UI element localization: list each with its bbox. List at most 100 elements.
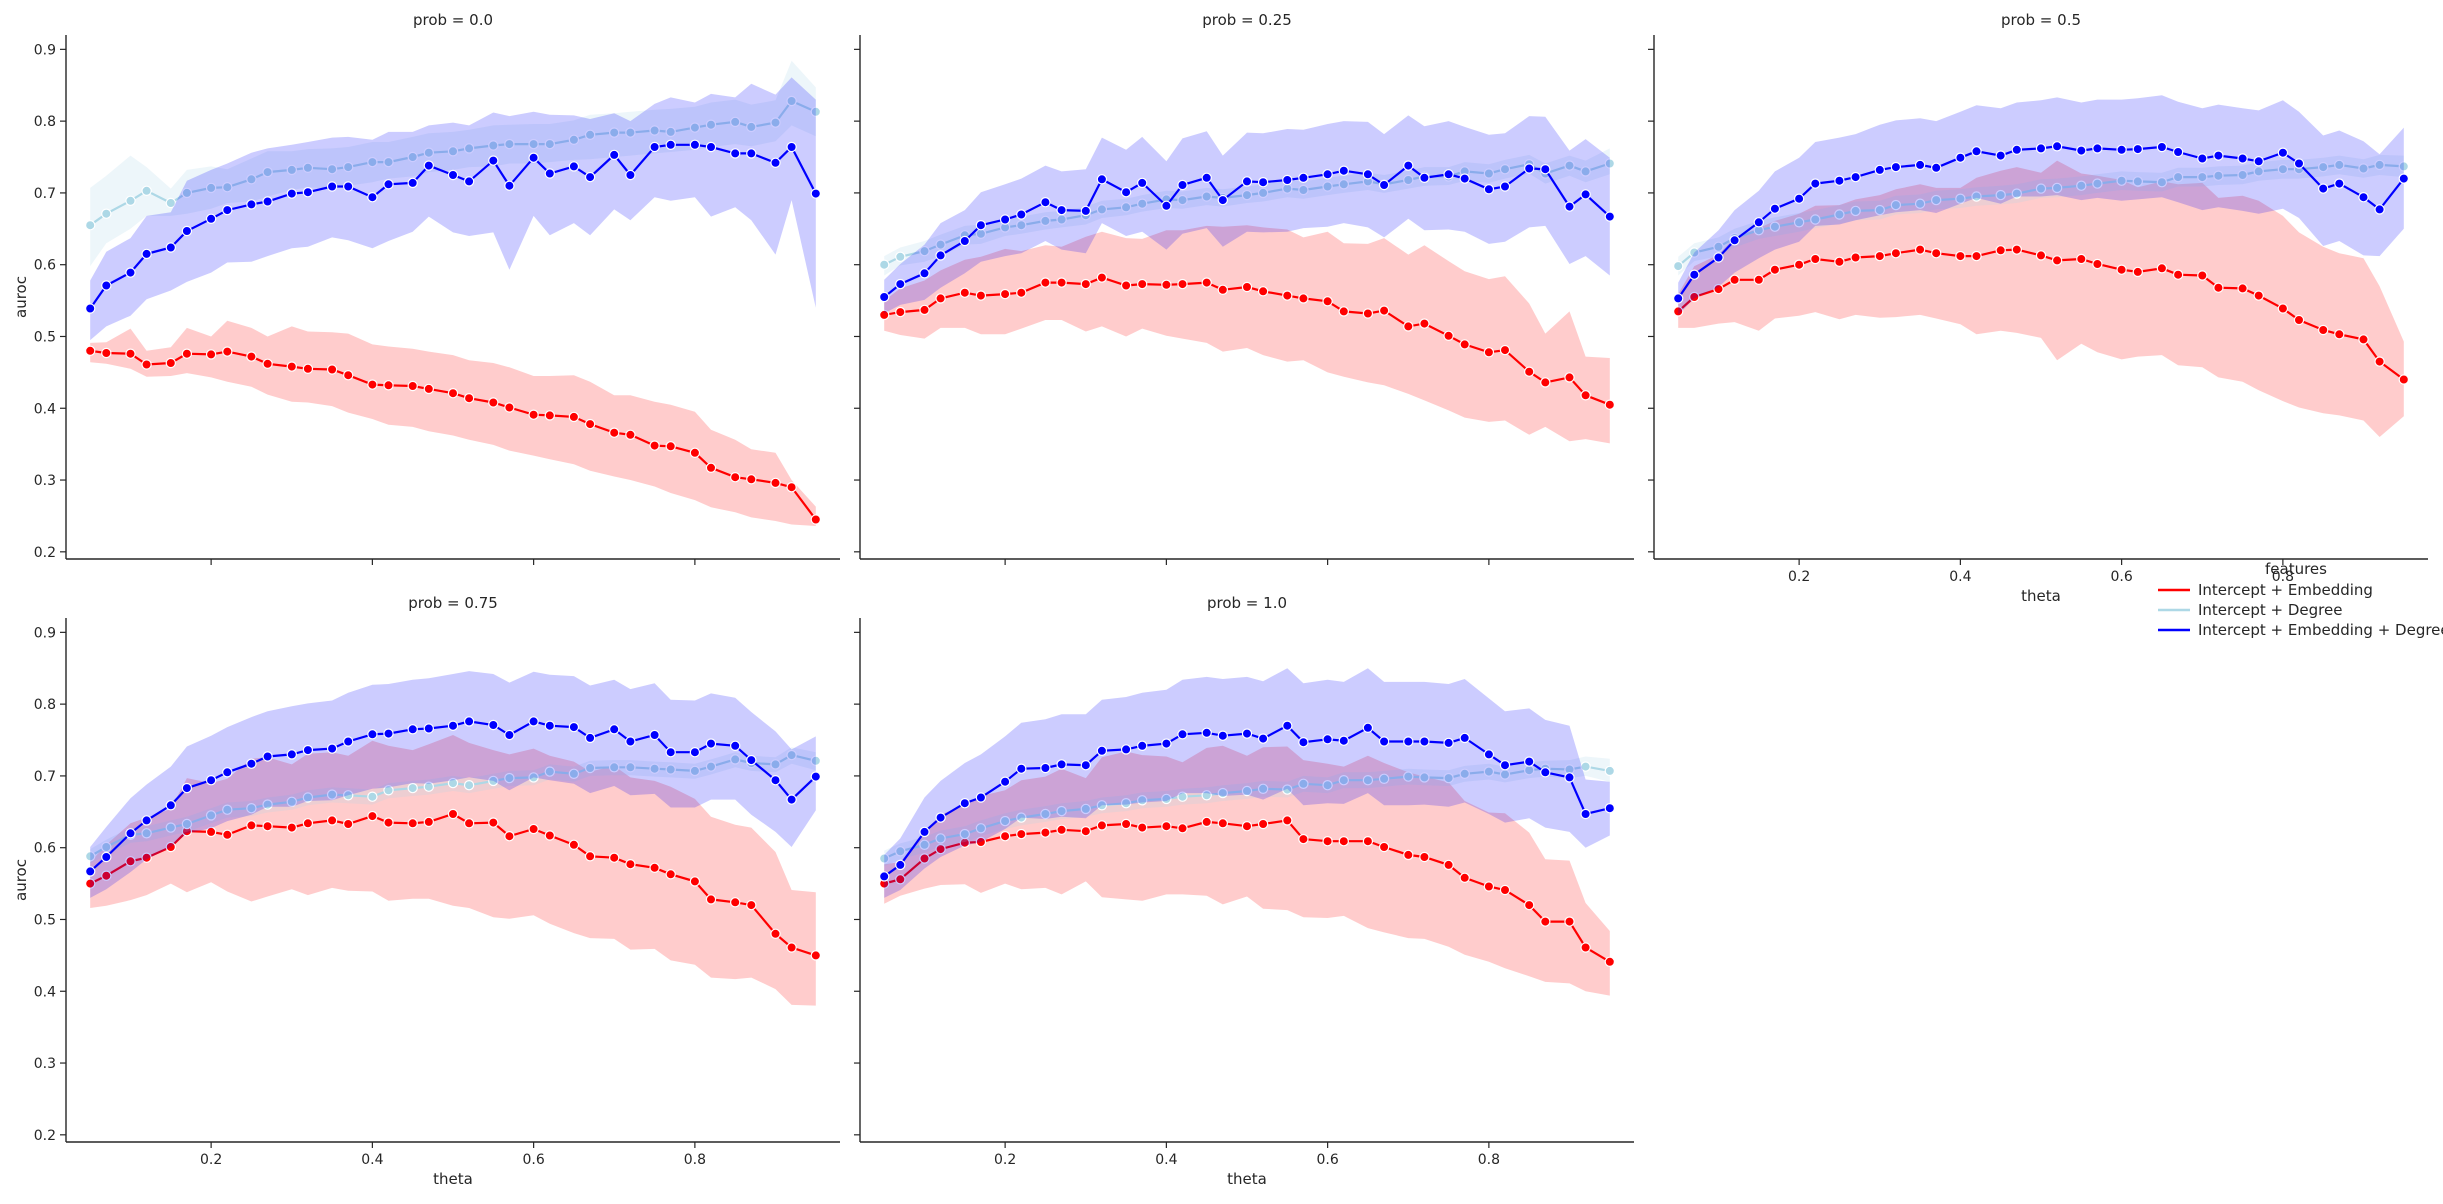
data-point xyxy=(1971,146,1982,157)
data-point xyxy=(1257,187,1269,199)
data-point xyxy=(302,792,314,803)
data-point xyxy=(1298,172,1309,183)
data-point xyxy=(1201,816,1212,828)
data-point xyxy=(2156,176,2168,188)
data-point xyxy=(488,155,499,166)
data-point xyxy=(165,841,176,853)
data-point xyxy=(1241,785,1253,797)
data-point xyxy=(1338,735,1350,746)
data-point xyxy=(1217,787,1229,799)
data-point xyxy=(407,782,418,794)
data-point xyxy=(1322,734,1333,745)
data-point xyxy=(2197,153,2208,164)
confidence-band xyxy=(884,668,1610,898)
data-point xyxy=(2051,182,2063,194)
data-point xyxy=(786,749,797,761)
data-point xyxy=(1604,211,1616,222)
data-point xyxy=(2293,314,2305,326)
data-point xyxy=(222,346,233,357)
data-point xyxy=(1540,916,1551,927)
data-point xyxy=(181,225,193,237)
data-point xyxy=(1120,798,1132,809)
data-point xyxy=(919,826,930,838)
data-point xyxy=(1016,828,1027,840)
y-tick-label: 0.4 xyxy=(34,401,56,417)
data-point xyxy=(1499,163,1511,175)
series-2 xyxy=(84,77,822,341)
series-0 xyxy=(879,225,1616,444)
data-point xyxy=(1362,836,1374,847)
data-point xyxy=(770,117,781,128)
data-point xyxy=(705,738,717,749)
data-point xyxy=(1810,253,1821,265)
data-point xyxy=(2253,290,2264,301)
y-tick-label: 0.8 xyxy=(34,697,56,713)
confidence-band xyxy=(90,747,816,864)
data-point xyxy=(447,146,459,157)
data-point xyxy=(730,754,741,765)
data-point xyxy=(423,723,434,734)
data-point xyxy=(1096,174,1108,185)
data-point xyxy=(1580,189,1591,200)
y-tick-label: 0.4 xyxy=(34,984,56,1000)
data-point xyxy=(935,293,946,304)
y-tick-label: 0.8 xyxy=(34,114,56,130)
data-point xyxy=(746,121,757,133)
data-point xyxy=(2116,264,2127,275)
data-point xyxy=(1016,209,1027,220)
x-tick-label: 0.8 xyxy=(684,1152,706,1168)
data-point xyxy=(2035,183,2047,194)
legend-label: Intercept + Degree xyxy=(2198,601,2342,619)
confidence-band xyxy=(90,77,816,341)
data-point xyxy=(895,306,906,318)
data-point xyxy=(246,758,257,769)
confidence-band xyxy=(90,671,816,898)
data-point xyxy=(2092,143,2103,154)
panel-2: prob = 0.5 0.2 0.4 0.6 0.8 theta xyxy=(1648,11,2428,605)
y-axis-label: auroc xyxy=(12,276,30,318)
data-point xyxy=(141,815,152,826)
data-point xyxy=(786,794,797,805)
x-tick-label: 0.2 xyxy=(200,1152,222,1168)
data-point xyxy=(1753,217,1765,228)
data-point xyxy=(343,818,354,830)
data-point xyxy=(84,851,96,862)
data-point xyxy=(2197,270,2208,281)
data-point xyxy=(407,151,418,163)
data-point xyxy=(343,181,354,192)
data-point xyxy=(2398,173,2409,184)
data-point xyxy=(504,729,515,741)
data-point xyxy=(959,828,971,840)
data-point xyxy=(286,749,297,760)
data-point xyxy=(919,839,930,851)
data-point xyxy=(2358,334,2369,345)
data-point xyxy=(447,777,459,789)
data-point xyxy=(1338,836,1350,847)
data-point xyxy=(1810,214,1821,225)
data-point xyxy=(1378,305,1390,316)
data-point xyxy=(609,427,620,438)
series-2 xyxy=(1672,95,2409,315)
data-point xyxy=(1403,321,1414,332)
data-point xyxy=(568,839,580,851)
confidence-band xyxy=(1678,95,2404,315)
data-point xyxy=(1419,772,1430,783)
data-point xyxy=(2172,146,2184,158)
data-point xyxy=(584,418,596,430)
data-point xyxy=(367,191,378,203)
x-tick-label: 0.6 xyxy=(2110,569,2132,585)
data-point xyxy=(181,782,193,794)
data-point xyxy=(1403,174,1414,186)
data-point xyxy=(1080,205,1092,217)
data-point xyxy=(919,304,930,316)
data-point xyxy=(1483,749,1495,760)
data-point xyxy=(544,720,556,731)
data-point xyxy=(1874,250,1886,262)
data-point xyxy=(1257,176,1269,188)
data-point xyxy=(2076,180,2087,191)
data-point xyxy=(141,248,152,260)
data-point xyxy=(1769,203,1781,214)
y-tick-label: 0.6 xyxy=(34,258,56,274)
data-point xyxy=(895,251,906,262)
series-2 xyxy=(879,668,1616,898)
